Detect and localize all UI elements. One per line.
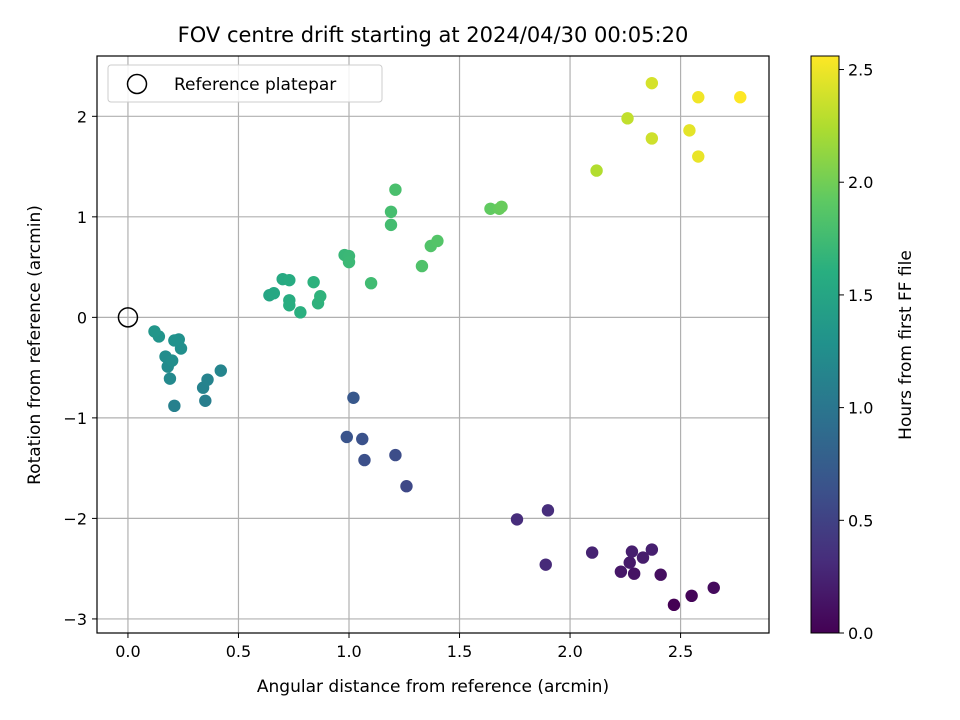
data-point: [623, 556, 636, 569]
data-point: [389, 183, 402, 196]
data-point: [667, 598, 681, 612]
data-point: [347, 391, 360, 404]
data-point: [614, 565, 628, 578]
data-point: [645, 543, 659, 556]
data-point: [283, 273, 296, 287]
colorbar-tick-label: 0.5: [848, 511, 873, 530]
y-tick-label: −2: [63, 509, 87, 528]
data-point: [283, 299, 296, 312]
data-point: [340, 430, 353, 444]
colorbar-gradient: [810, 55, 840, 634]
x-axis-label: Angular distance from reference (arcmin): [257, 677, 609, 697]
x-tick-label: 1.0: [336, 642, 361, 661]
data-point: [692, 91, 705, 104]
y-tick-label: 2: [77, 107, 87, 126]
x-tick-label: 1.5: [447, 642, 472, 661]
data-point: [384, 205, 398, 219]
data-point: [685, 589, 698, 603]
data-point: [199, 394, 212, 407]
data-point: [541, 504, 555, 517]
data-point: [627, 567, 641, 580]
data-point: [683, 124, 696, 137]
reference-marker: [117, 307, 139, 328]
data-point: [400, 480, 413, 493]
x-tick-label: 0.5: [226, 642, 251, 661]
colorbar-label: Hours from first FF file: [896, 250, 916, 440]
colorbar-tick-label: 2.0: [848, 173, 873, 192]
colorbar-tick-label: 1.0: [848, 399, 873, 418]
data-point: [654, 568, 667, 581]
data-point: [621, 112, 634, 125]
data-point: [358, 453, 371, 467]
chart-title: FOV centre drift starting at 2024/04/30 …: [178, 23, 689, 47]
x-tick-label: 0.0: [115, 642, 140, 661]
y-axis-label: Rotation from reference (arcmin): [25, 205, 45, 485]
data-point: [431, 234, 444, 248]
reference-marker-group: [117, 307, 139, 328]
data-point: [342, 255, 356, 269]
data-point: [201, 373, 214, 386]
data-point: [384, 218, 398, 232]
data-point: [389, 448, 402, 462]
x-tick-label: 2.5: [668, 642, 693, 661]
data-point: [484, 202, 497, 215]
data-point: [267, 287, 281, 300]
data-points: [148, 76, 747, 612]
legend: Reference platepar: [107, 64, 383, 103]
data-point: [163, 372, 177, 385]
data-point: [692, 150, 705, 163]
data-point: [707, 581, 720, 594]
colorbar-ticks: 0.0 0.5 1.0 1.5 2.0 2.5: [839, 61, 873, 643]
data-point: [314, 290, 327, 303]
legend-reference-marker-icon: [126, 73, 148, 95]
data-point: [307, 275, 320, 289]
y-axis-ticks: −3 −2 −1 0 1 2: [63, 107, 97, 629]
y-tick-label: −1: [63, 409, 87, 428]
data-point: [165, 354, 179, 367]
colorbar-tick-label: 0.0: [848, 624, 873, 643]
data-point: [645, 132, 659, 145]
y-tick-label: 1: [77, 208, 87, 227]
data-point: [356, 432, 369, 446]
grid-lines: [97, 56, 769, 633]
data-point: [214, 364, 227, 377]
data-point: [590, 164, 603, 177]
data-point: [168, 399, 181, 413]
data-point: [495, 200, 508, 213]
colorbar-tick-label: 1.5: [848, 286, 873, 305]
data-point: [510, 513, 524, 526]
x-axis-ticks: 0.0 0.5 1.0 1.5 2.0 2.5: [115, 633, 693, 661]
data-point: [168, 334, 181, 347]
plot-frame: [96, 55, 770, 634]
colorbar-tick-label: 2.5: [848, 61, 873, 80]
data-point: [636, 551, 650, 564]
data-point: [625, 545, 639, 558]
data-point: [734, 91, 747, 104]
y-tick-label: −3: [63, 610, 87, 629]
legend-entry-reference: Reference platepar: [174, 75, 336, 95]
data-point: [415, 259, 429, 273]
data-point: [645, 76, 659, 90]
colorbar: 0.0 0.5 1.0 1.5 2.0 2.5 Hours from first FF f…: [810, 55, 916, 643]
legend-box: [107, 64, 383, 103]
data-point: [364, 276, 378, 290]
data-point: [539, 558, 552, 571]
data-point: [148, 325, 161, 338]
x-tick-label: 2.0: [557, 642, 582, 661]
data-point: [294, 306, 307, 319]
y-tick-label: 0: [77, 308, 87, 327]
data-point: [585, 546, 599, 559]
